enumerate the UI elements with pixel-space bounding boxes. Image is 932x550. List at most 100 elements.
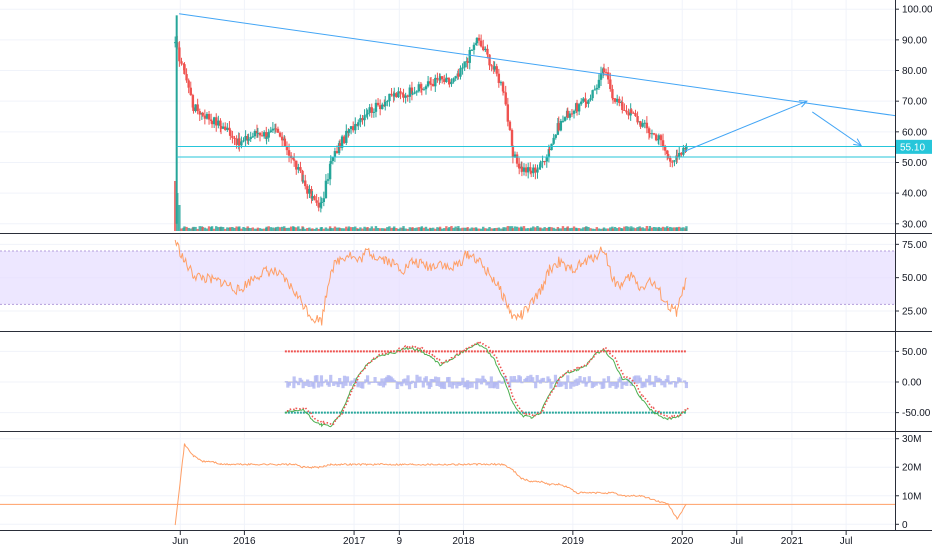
candle-body — [238, 138, 241, 146]
oscillator-histogram-bar — [496, 382, 500, 389]
volume-bar — [386, 227, 389, 231]
price-scale[interactable]: 100.00 90.00 80.00 70.00 60.00 50.00 40.00 30.0… — [895, 5, 932, 531]
oscillator-histogram-bar — [675, 382, 679, 384]
candle-body — [599, 73, 603, 80]
volume-bar — [178, 205, 181, 231]
oscillator-histogram-bar — [350, 380, 354, 382]
volume-bar — [280, 226, 284, 231]
candle-body — [292, 158, 295, 160]
oscillator-histogram-bar — [643, 382, 647, 388]
volume-bar — [585, 226, 588, 231]
oscillator-histogram-bar — [608, 382, 612, 388]
volume-bar — [477, 228, 481, 231]
volume-bar — [274, 227, 278, 231]
y-tick-label: 30M — [902, 434, 921, 445]
volume-bar — [597, 228, 601, 231]
volume-bar — [205, 228, 209, 231]
candle-body — [666, 153, 670, 158]
candle-body — [566, 110, 569, 118]
oscillator-histogram-bar — [429, 382, 433, 388]
candle-body — [242, 140, 245, 142]
candle-body — [532, 167, 535, 174]
volume-bar — [472, 227, 476, 231]
volume-bar — [641, 227, 644, 231]
volume-bar — [338, 228, 342, 231]
oscillator-histogram-bar — [287, 382, 291, 386]
volume-bar — [238, 226, 241, 231]
candle-body — [351, 126, 355, 131]
candle-body — [459, 68, 462, 77]
candle-body — [587, 100, 590, 104]
volume-bar — [299, 228, 302, 231]
oscillator-histogram-bar — [403, 378, 407, 382]
volume-bar — [366, 227, 369, 231]
candle-body — [482, 46, 485, 51]
volume-bar — [194, 226, 197, 231]
volume-bar — [604, 228, 608, 231]
price-panel[interactable] — [173, 13, 896, 231]
volume-bar — [609, 227, 612, 231]
oscillator-histogram-bar — [573, 379, 577, 382]
oscillator-histogram-bar — [467, 382, 471, 389]
x-tick-label: 9 — [397, 536, 403, 547]
oscillator-histogram-bar — [594, 382, 598, 386]
oscillator-histogram-bar — [351, 382, 356, 384]
y-tick-label: 75.00 — [902, 240, 927, 251]
candle-body — [678, 152, 681, 158]
candle-body — [347, 129, 351, 133]
candle-body — [663, 146, 667, 151]
volume-bar — [682, 227, 685, 231]
volume-bar — [317, 228, 320, 231]
oscillator-histogram-bar — [556, 382, 561, 388]
volume-bar — [251, 227, 254, 231]
volume-bar — [278, 227, 282, 231]
volume-bar — [615, 228, 619, 231]
candle-body — [627, 112, 630, 116]
candle-body — [335, 151, 339, 154]
oscillator-histogram-bar — [582, 377, 587, 382]
oscillator-histogram-bar — [512, 376, 517, 382]
projection-arrow-line — [683, 100, 808, 153]
candle-body — [438, 76, 442, 81]
time-scale[interactable]: Jun 2016 2017 9 2018 2019 2020 Jul 2021 Jul — [172, 531, 853, 547]
volume-bar — [297, 226, 300, 231]
candle-body — [538, 167, 541, 170]
candle-body — [376, 102, 380, 106]
volume-bar — [645, 226, 649, 231]
volume-bar — [271, 227, 275, 231]
volume-bar — [285, 227, 289, 231]
candle-body — [262, 132, 266, 137]
oscillator-histogram-bar — [362, 382, 366, 384]
oscillator-histogram-bar — [615, 382, 620, 388]
oscillator-histogram-bar — [406, 375, 410, 382]
volume-bar — [335, 227, 339, 231]
candle-body — [320, 202, 323, 204]
oscillator-histogram-bar — [319, 375, 324, 382]
candle-body — [315, 200, 318, 203]
oscillator-panel[interactable] — [283, 339, 689, 428]
volume-bar — [484, 228, 487, 231]
oscillator-histogram-bar — [466, 380, 470, 382]
grid-layer — [0, 0, 895, 530]
candle-body — [611, 89, 614, 98]
oscillator-histogram-bar — [661, 380, 665, 382]
volume-bar — [482, 226, 485, 231]
volume-line-panel[interactable] — [0, 443, 895, 526]
candle-body — [251, 136, 254, 138]
candle-body — [324, 180, 328, 199]
oscillator-histogram-bar — [660, 382, 664, 386]
candle-body — [577, 104, 581, 112]
oscillator-histogram-bar — [329, 374, 333, 382]
candle-body — [404, 95, 407, 98]
volume-bar — [292, 227, 296, 231]
volume-bar — [673, 227, 676, 231]
rsi-panel[interactable] — [0, 239, 895, 326]
candle-body — [333, 151, 337, 158]
volume-bar — [508, 226, 512, 231]
oscillator-histogram-bar — [304, 382, 308, 386]
oscillator-histogram-bar — [666, 380, 670, 382]
candle-body — [657, 139, 660, 141]
volume-bar — [589, 228, 592, 231]
candle-body — [545, 156, 548, 162]
